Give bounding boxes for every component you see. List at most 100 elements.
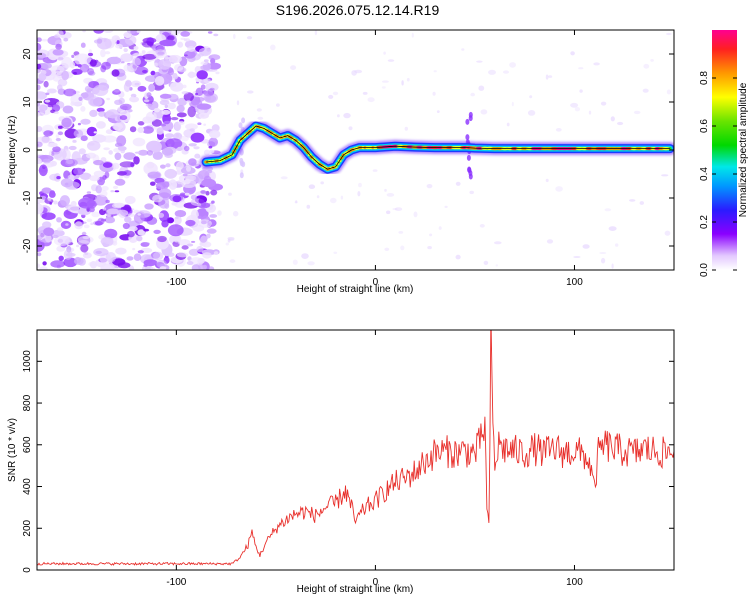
noise-blob	[100, 236, 114, 247]
noise-blob	[136, 30, 141, 33]
noise-blob	[143, 259, 158, 267]
noise-blob	[197, 257, 205, 264]
noise-blob	[661, 174, 669, 177]
noise-blob	[180, 31, 191, 37]
noise-blob	[37, 42, 42, 52]
noise-blob	[144, 203, 154, 210]
noise-blob	[56, 176, 61, 180]
noise-blob	[228, 192, 232, 196]
noise-blob	[343, 112, 351, 119]
noise-blob	[183, 92, 194, 102]
noise-blob	[53, 236, 70, 246]
noise-blob	[480, 109, 488, 115]
noise-blob	[495, 264, 498, 267]
noise-blob	[134, 151, 140, 154]
noise-blob	[611, 263, 614, 269]
noise-blob	[432, 91, 436, 96]
noise-blob	[292, 259, 298, 265]
noise-blob	[80, 106, 86, 112]
noise-blob	[383, 51, 386, 55]
noise-blob	[205, 190, 210, 196]
snr-plot-area	[37, 330, 674, 570]
noise-blob	[150, 70, 156, 76]
noise-blob	[81, 221, 87, 224]
noise-blob	[545, 74, 549, 80]
spectrogram-ytick-label: 20	[22, 48, 33, 60]
noise-blob	[80, 92, 89, 99]
noise-blob	[146, 150, 154, 156]
noise-blob	[123, 63, 135, 72]
noise-blob	[196, 70, 208, 80]
noise-blob	[610, 116, 615, 122]
noise-blob	[164, 247, 173, 254]
noise-blob	[280, 176, 288, 180]
noise-blob	[79, 172, 92, 180]
noise-blob	[386, 210, 391, 215]
noise-blob	[372, 169, 378, 172]
noise-blob	[181, 245, 189, 250]
noise-blob	[191, 264, 201, 270]
noise-blob	[126, 230, 135, 238]
noise-blob	[55, 134, 59, 139]
noise-blob	[167, 35, 175, 41]
noise-blob	[95, 185, 102, 194]
noise-blob	[108, 150, 113, 155]
noise-blob	[200, 61, 208, 66]
noise-blob	[133, 53, 140, 57]
noise-blob	[138, 149, 149, 156]
noise-blob	[398, 231, 404, 234]
noise-blob	[155, 182, 166, 190]
noise-blob	[112, 185, 119, 189]
colorbar-tick-label: 0.8	[699, 71, 710, 85]
noise-blob	[650, 59, 654, 62]
noise-blob	[128, 226, 138, 232]
noise-blob	[86, 126, 98, 137]
noise-blob	[181, 91, 189, 95]
noise-blob	[167, 102, 176, 110]
noise-blob	[68, 145, 77, 151]
noise-blob	[161, 109, 171, 115]
noise-blob	[80, 135, 88, 142]
noise-blob	[123, 82, 131, 93]
snr-xlabel: Height of straight line (km)	[297, 584, 414, 595]
noise-blob	[143, 228, 150, 232]
noise-blob	[642, 88, 649, 93]
noise-blob	[132, 247, 136, 251]
snr-ytick-label: 1000	[22, 350, 33, 373]
noise-blob	[348, 126, 353, 131]
noise-blob	[185, 100, 192, 104]
noise-blob	[209, 130, 221, 139]
noise-blob	[37, 91, 48, 100]
noise-blob	[153, 251, 164, 261]
noise-blob	[142, 53, 157, 60]
noise-blob	[160, 123, 166, 127]
noise-blob	[114, 178, 126, 186]
noise-blob	[546, 239, 554, 244]
noise-blob	[180, 37, 186, 41]
noise-blob	[188, 158, 197, 166]
noise-blob	[57, 131, 64, 136]
noise-blob	[494, 241, 502, 245]
noise-blob	[114, 99, 123, 106]
noise-blob	[37, 111, 41, 117]
noise-blob	[197, 215, 202, 219]
noise-blob	[37, 104, 47, 113]
noise-blob	[233, 33, 236, 40]
noise-blob	[75, 55, 79, 59]
noise-blob	[126, 30, 137, 34]
noise-blob	[184, 40, 197, 49]
noise-blob	[158, 59, 172, 70]
noise-blob	[47, 197, 52, 201]
noise-blob	[413, 211, 418, 218]
noise-blob	[246, 36, 253, 40]
noise-blob	[105, 252, 117, 263]
noise-blob	[203, 149, 210, 156]
noise-blob	[207, 31, 213, 34]
noise-blob	[88, 49, 92, 53]
noise-blob	[159, 39, 176, 47]
noise-blob	[56, 217, 62, 223]
noise-blob	[227, 237, 235, 240]
noise-blob	[73, 257, 84, 266]
noise-blob	[570, 102, 579, 108]
